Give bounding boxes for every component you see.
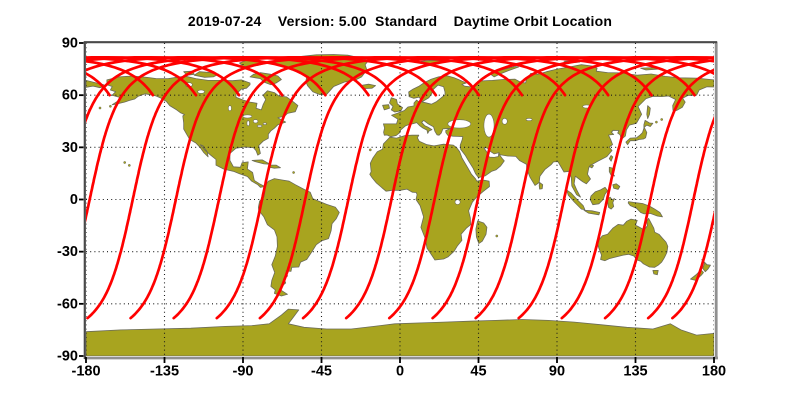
orbit-track <box>759 300 774 319</box>
orbit-track <box>86 55 327 97</box>
land-polygon <box>106 75 299 188</box>
axis-ticks <box>79 42 715 363</box>
land-polygon <box>382 104 390 111</box>
lakes-layer <box>185 82 592 205</box>
lake <box>262 122 267 125</box>
orbit-track <box>344 55 696 320</box>
orbit-track <box>172 55 524 320</box>
lake <box>501 118 508 125</box>
lake <box>253 119 259 124</box>
island-dot <box>292 171 295 174</box>
orbit-tracks-layer <box>29 55 776 320</box>
orbit-track <box>258 55 610 320</box>
land-polygon <box>627 201 663 218</box>
axis-labels: -180 -135 -90 -45 0 45 90 135 180 90 60 30 0 -30 -60 -9… <box>57 36 726 380</box>
orbit-track <box>431 55 714 320</box>
orbit-track <box>86 59 155 97</box>
x-axis-tick-label: 180 <box>702 364 726 380</box>
lake <box>483 113 495 138</box>
lake <box>242 114 253 119</box>
orbit-track <box>387 55 714 320</box>
island-dot <box>495 234 499 238</box>
y-axis-tick-label: -30 <box>57 244 78 260</box>
land-polygon <box>583 209 601 216</box>
land-polygon <box>612 183 621 190</box>
orbit-track <box>671 209 714 320</box>
orbit-track <box>129 55 481 320</box>
orbit-track <box>215 55 567 320</box>
x-axis-tick-label: -180 <box>71 364 100 380</box>
land-polygon <box>475 220 488 244</box>
lake <box>525 118 533 122</box>
chart-title: 2019-07-24 Version: 5.00 Standard Daytim… <box>187 13 613 29</box>
lake <box>454 199 461 205</box>
plot-frame <box>83 41 718 360</box>
orbit-track <box>86 55 241 97</box>
x-axis-tick-label: 90 <box>549 364 565 380</box>
x-axis-tick-label: 135 <box>623 364 647 380</box>
island-dot <box>127 164 131 167</box>
y-axis-tick-label: 0 <box>70 192 78 208</box>
orbit-track <box>301 55 653 320</box>
island-dot <box>98 106 102 110</box>
lake <box>197 89 205 94</box>
y-axis-tick-label: -60 <box>57 296 78 312</box>
land-polygon <box>257 178 340 297</box>
x-axis-tick-label: -45 <box>311 364 332 380</box>
land-polygon <box>588 164 594 169</box>
orbit-track <box>560 58 714 320</box>
land-polygon <box>625 120 654 146</box>
y-axis-tick-label: 60 <box>62 88 78 104</box>
land-polygon <box>389 97 404 113</box>
island-dot <box>655 120 658 124</box>
island-dot <box>660 118 664 121</box>
y-axis-tick-label: 90 <box>62 36 78 52</box>
x-axis-tick-label: -135 <box>150 364 179 380</box>
island-dot <box>109 104 112 108</box>
land-polygon <box>566 189 586 211</box>
x-axis-tick-label: 0 <box>396 364 404 380</box>
land-polygon <box>608 155 614 162</box>
island-dot <box>123 161 127 164</box>
land-polygon <box>538 182 544 190</box>
x-axis-tick-label: -90 <box>233 364 254 380</box>
x-axis-tick-label: 45 <box>470 364 486 380</box>
orbit-track <box>86 72 111 97</box>
lake <box>257 124 263 128</box>
land-polygon <box>589 186 608 206</box>
land-polygon <box>596 217 669 268</box>
lake <box>227 105 232 112</box>
gridlines-layer <box>86 43 714 356</box>
y-axis-tick-label: -90 <box>57 349 78 365</box>
orbit-track <box>474 55 714 320</box>
y-axis-tick-label: 30 <box>62 140 78 156</box>
orbit-track <box>646 115 714 320</box>
land-polygon <box>646 105 651 119</box>
orbit-track <box>603 68 714 320</box>
orbit-track <box>517 56 714 320</box>
orbit-track <box>716 139 776 318</box>
orbit-track <box>29 68 67 96</box>
island-dot <box>368 148 372 152</box>
land-polygon <box>251 159 271 165</box>
land-polygon <box>269 164 281 169</box>
lake <box>246 120 250 127</box>
orbit-track <box>86 55 370 124</box>
land-polygon <box>86 308 714 356</box>
land-polygon <box>607 196 615 210</box>
land-polygon <box>652 269 659 276</box>
